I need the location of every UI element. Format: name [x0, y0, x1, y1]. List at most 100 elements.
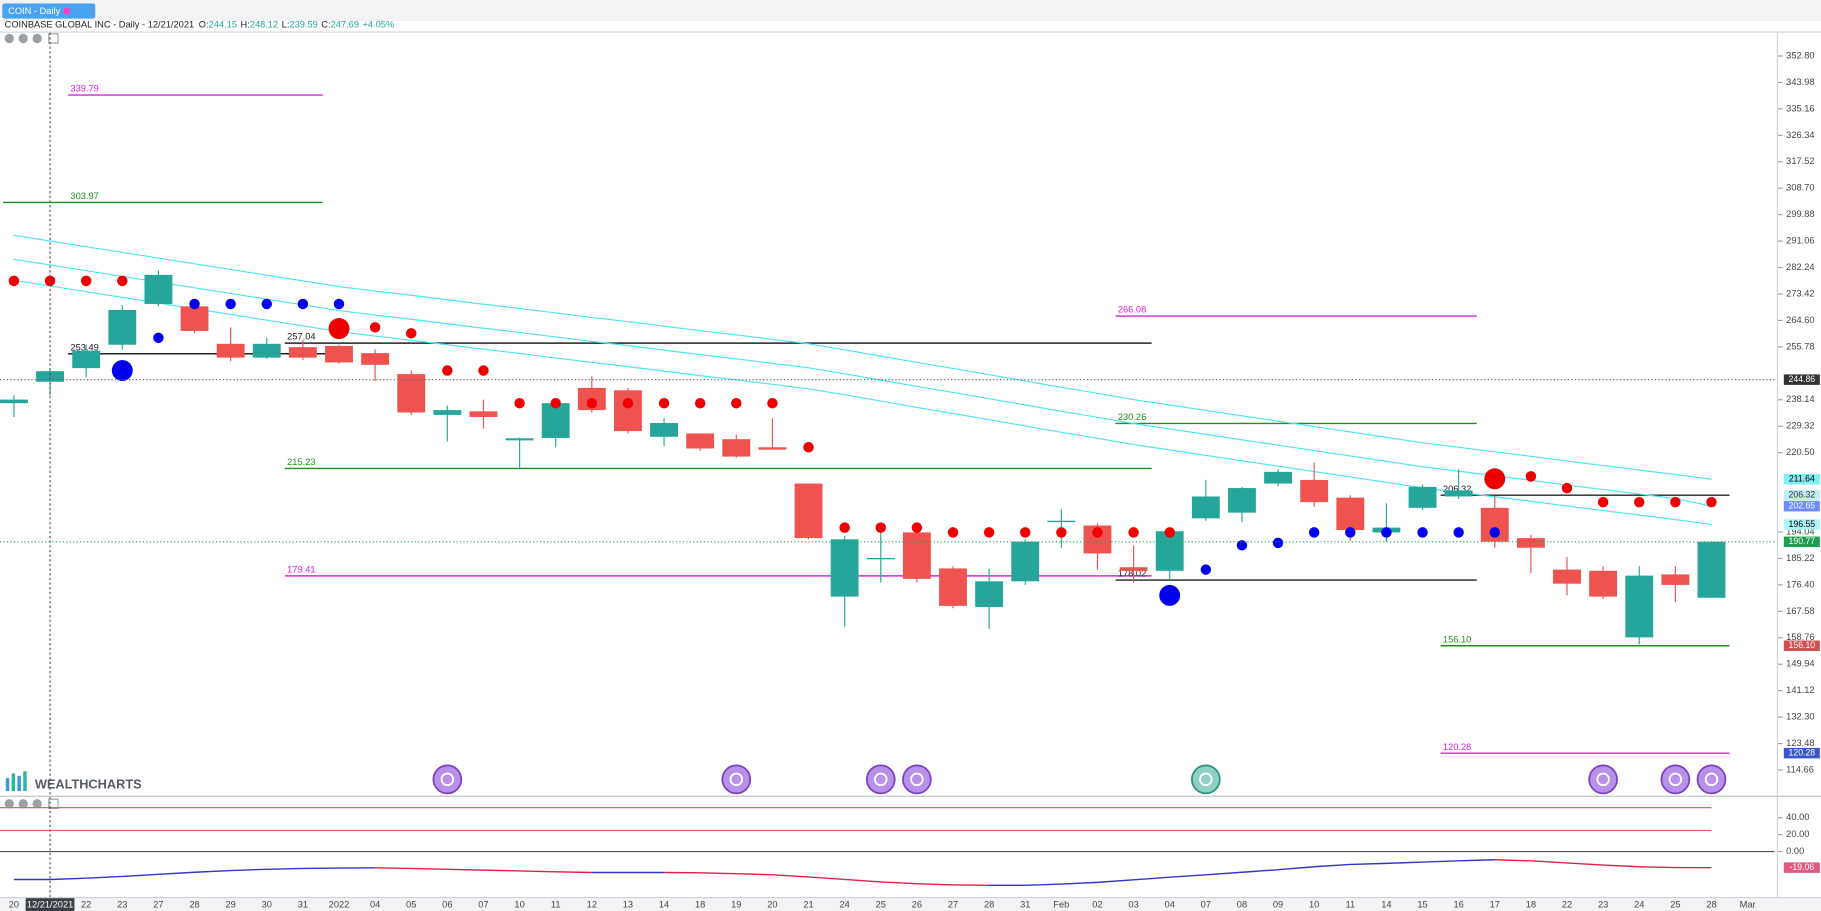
event-icon[interactable] — [1191, 764, 1221, 795]
signal-dot — [875, 522, 886, 533]
ohlc-value: 248.12 — [250, 20, 278, 30]
candle-body — [252, 343, 281, 358]
signal-dot — [1164, 527, 1175, 538]
candle-body — [794, 483, 823, 539]
ohlc-label: O: — [199, 20, 209, 30]
logo-bar — [11, 773, 16, 792]
logo-bar — [23, 771, 27, 792]
oscillator-segment — [1458, 859, 1495, 862]
signal-dot — [225, 298, 236, 310]
signal-dot — [406, 328, 417, 339]
x-tick-label: 31 — [298, 900, 308, 910]
price-tag — [1783, 536, 1820, 548]
signal-dot — [1706, 496, 1717, 508]
candle-body — [1155, 531, 1184, 571]
candle-body — [36, 371, 64, 382]
y-tick-label: 352.80 — [1786, 50, 1814, 60]
signal-dot — [369, 322, 381, 333]
candle-body — [1697, 541, 1726, 598]
signal-dot — [1453, 527, 1464, 538]
oscillator-segment — [1025, 883, 1062, 887]
ohlc-label: H: — [240, 20, 249, 30]
control-button[interactable] — [32, 33, 42, 44]
candle-body — [939, 568, 967, 606]
signal-dot — [261, 298, 272, 310]
oscillator-segment — [1566, 862, 1604, 866]
candle-body — [108, 309, 137, 345]
event-icon[interactable] — [902, 764, 932, 795]
signal-dot — [1236, 540, 1248, 551]
signal-dot — [1561, 482, 1573, 494]
level-label: 178.02 — [1118, 569, 1146, 579]
x-tick-label: 28 — [189, 900, 199, 910]
candle-body — [0, 399, 28, 404]
brand-logo: WEALTHCHARTS — [5, 771, 142, 792]
event-icon[interactable] — [865, 764, 896, 795]
price-tag-label: 120.28 — [1789, 747, 1816, 757]
level-label: 156.10 — [1443, 634, 1471, 644]
y-tick-label: 123.48 — [1786, 738, 1814, 748]
signal-dot — [1159, 584, 1181, 606]
x-tick-label: 23 — [117, 900, 127, 910]
signal-dot — [983, 527, 995, 538]
event-icon[interactable] — [1696, 764, 1727, 795]
candle-body — [1661, 574, 1690, 585]
header: COINBASE GLOBAL INC - Daily - 12/21/2021… — [5, 20, 395, 30]
control-button[interactable] — [48, 798, 59, 810]
signal-dot — [1634, 496, 1645, 508]
price-tag — [1783, 747, 1820, 759]
control-button[interactable] — [4, 33, 14, 44]
oscillator-segment — [266, 867, 303, 870]
price-tag-label: 206.32 — [1789, 489, 1816, 499]
candle-body — [1228, 488, 1256, 513]
oscillator-segment — [1530, 860, 1568, 864]
y-tick-label: 114.66 — [1786, 764, 1814, 774]
event-icon[interactable] — [721, 764, 752, 795]
ohlc-value: 239.59 — [289, 20, 317, 30]
logo-bar — [5, 778, 10, 792]
candle-body — [72, 350, 101, 369]
symbol-tab[interactable] — [2, 3, 96, 19]
candle-body — [650, 422, 678, 437]
price-tag-label: 244.86 — [1789, 374, 1816, 384]
signal-dot — [622, 397, 634, 409]
candle-body — [758, 447, 787, 450]
signal-dot — [1308, 527, 1320, 538]
control-button[interactable] — [48, 33, 59, 44]
y-tick-label: 326.34 — [1786, 130, 1814, 140]
oscillator-segment — [1169, 874, 1206, 878]
symbol-tab-label[interactable]: COIN - Daily — [8, 6, 60, 16]
level-label: 257.04 — [287, 332, 315, 342]
event-icon-inner — [1668, 772, 1683, 787]
control-button[interactable] — [4, 799, 14, 809]
candle-body — [144, 274, 173, 304]
ohlc-value: 247.69 — [331, 20, 359, 30]
price-tag-label: 202.65 — [1789, 500, 1816, 510]
control-button[interactable] — [18, 799, 28, 809]
x-tick-label: Mar — [1740, 900, 1756, 910]
signal-dot — [8, 275, 20, 287]
price-tag-label: 156.10 — [1789, 640, 1816, 650]
x-tick-label: 06 — [442, 900, 452, 910]
y-tick-label: 291.06 — [1786, 236, 1814, 246]
event-icon[interactable] — [1588, 764, 1618, 795]
control-button[interactable] — [18, 33, 28, 44]
ohlc-value: 244.15 — [209, 20, 237, 30]
oscillator-segment — [519, 870, 556, 873]
price-tag — [1783, 519, 1820, 530]
event-icon-inner — [1704, 772, 1719, 787]
x-tick-label: 23 — [1598, 900, 1608, 910]
event-icon[interactable] — [432, 764, 463, 795]
signal-dot — [80, 275, 92, 287]
control-button[interactable] — [32, 799, 42, 809]
signal-dot — [694, 397, 706, 409]
signal-dot — [297, 298, 309, 310]
event-icon[interactable] — [1660, 764, 1691, 795]
x-tick-label: 04 — [370, 900, 380, 910]
y-tick-label: 282.24 — [1786, 262, 1814, 272]
y-tick-label: 229.32 — [1786, 421, 1814, 431]
signal-dot — [1525, 471, 1537, 482]
oscillator-segment — [1133, 876, 1170, 881]
